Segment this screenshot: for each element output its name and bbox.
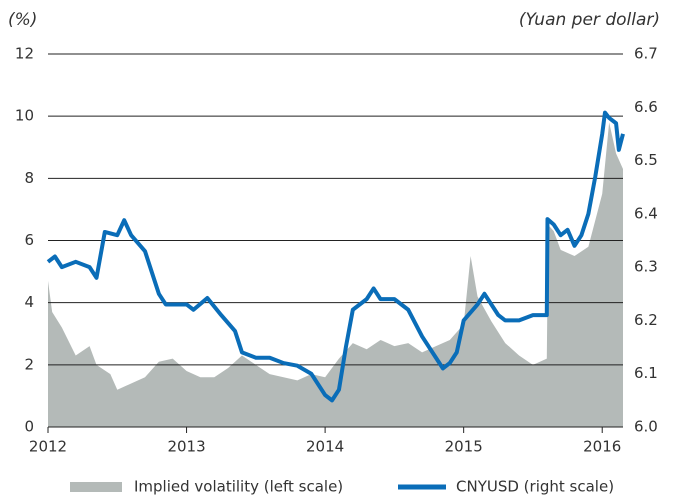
cnyusd-line <box>46 110 625 403</box>
legend-label: CNYUSD (right scale) <box>456 478 614 496</box>
x-tick-label: 2012 <box>29 438 67 456</box>
y2-axis-label: (Yuan per dollar) <box>519 10 660 30</box>
y2-tick-label: 6.5 <box>634 151 658 169</box>
y-tick-label: 2 <box>24 355 34 373</box>
y-tick-label: 4 <box>24 293 34 311</box>
y2-tick-label: 6.1 <box>634 364 658 382</box>
y-tick-label: 6 <box>24 231 34 249</box>
y2-tick-label: 6.7 <box>634 45 658 63</box>
legend-swatch <box>70 482 122 492</box>
y2-tick-label: 6.3 <box>634 258 658 276</box>
legend-label: Implied volatility (left scale) <box>134 478 343 496</box>
y2-tick-label: 6.4 <box>634 204 658 222</box>
x-tick-label: 2015 <box>445 438 483 456</box>
y2-tick-label: 6.2 <box>634 311 658 329</box>
y-tick-label: 0 <box>24 418 34 436</box>
volatility-area <box>48 122 623 427</box>
x-tick-label: 2016 <box>583 438 621 456</box>
x-tick-label: 2013 <box>167 438 205 456</box>
y-axis-label: (%) <box>8 10 37 30</box>
y-tick-label: 10 <box>15 107 34 125</box>
x-tick-label: 2014 <box>306 438 344 456</box>
y-tick-label: 8 <box>24 169 34 187</box>
y2-tick-label: 6.0 <box>634 418 658 436</box>
y-tick-label: 12 <box>15 45 34 63</box>
y2-tick-label: 6.6 <box>634 98 658 116</box>
